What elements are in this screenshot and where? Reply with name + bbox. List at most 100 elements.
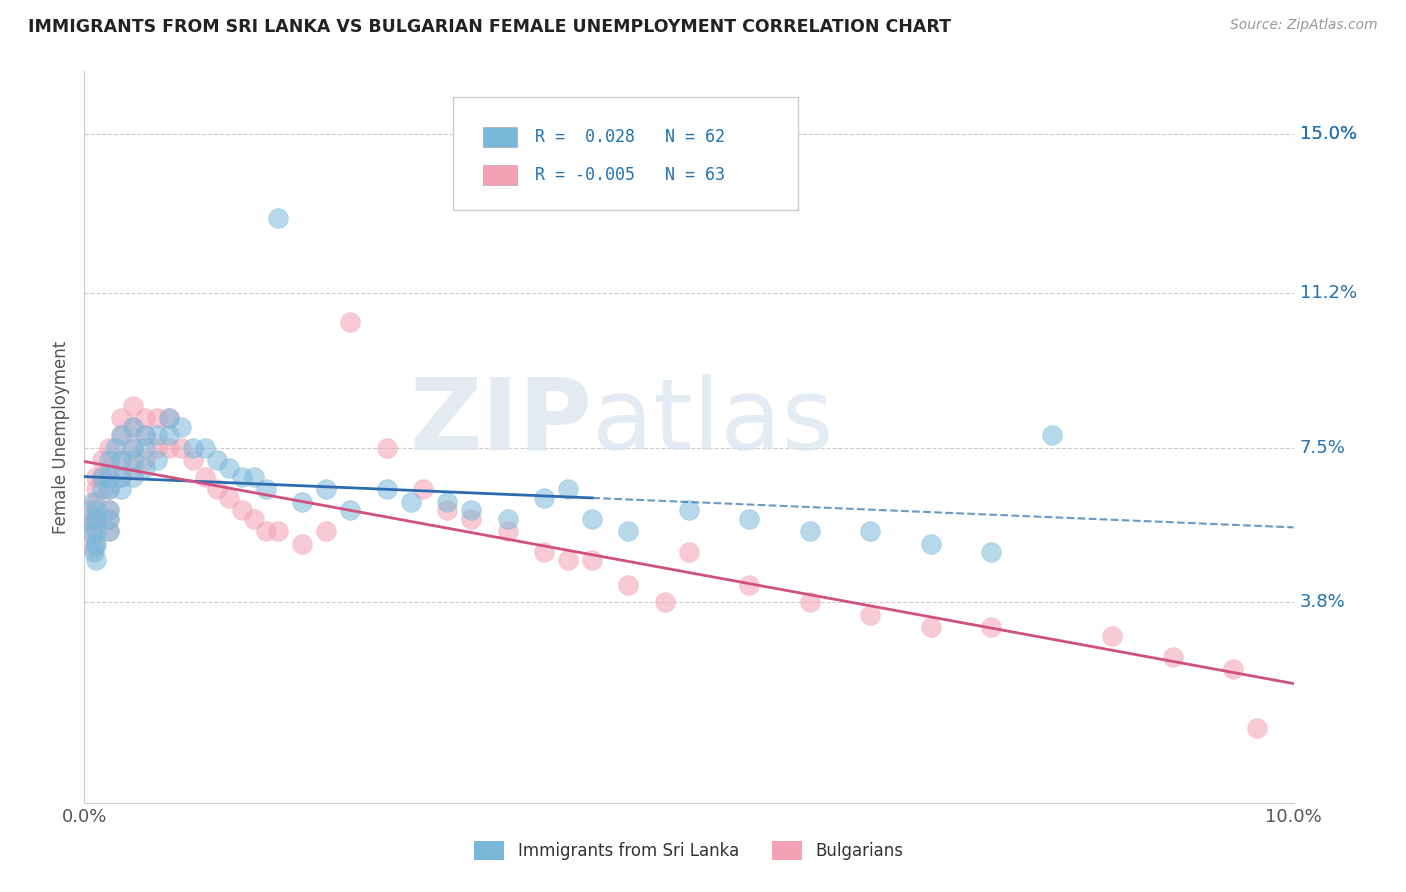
Point [678,503,700,517]
Point [1161,649,1184,664]
Point [533,491,555,505]
Point [738,511,761,525]
Point [1246,721,1268,735]
Text: 15.0%: 15.0% [1299,125,1357,143]
Point [121,399,143,413]
Point [654,595,676,609]
Point [980,620,1002,634]
Text: R =  0.028   N = 62: R = 0.028 N = 62 [536,128,725,146]
Point [86,495,108,509]
Point [254,483,277,497]
Point [97,511,120,525]
Point [1101,629,1123,643]
Point [170,441,193,455]
Point [97,524,120,538]
Point [121,441,143,455]
Point [980,545,1002,559]
Point [110,411,132,425]
Point [121,461,143,475]
Point [496,511,519,525]
Point [291,495,314,509]
Point [134,453,156,467]
Text: Source: ZipAtlas.com: Source: ZipAtlas.com [1230,18,1378,32]
Point [315,483,337,497]
Point [110,453,132,467]
Point [194,441,217,455]
Point [339,503,361,517]
Point [134,411,156,425]
Point [207,453,229,467]
Point [86,470,108,484]
FancyBboxPatch shape [453,97,797,211]
FancyBboxPatch shape [484,127,517,147]
Text: 7.5%: 7.5% [1299,439,1346,457]
Point [134,441,156,455]
Point [86,553,108,567]
Point [678,545,700,559]
Point [121,441,143,455]
Point [799,524,821,538]
Point [110,483,132,497]
Point [581,553,603,567]
Point [91,483,114,497]
Point [91,453,114,467]
Y-axis label: Female Unemployment: Female Unemployment [52,341,70,533]
FancyBboxPatch shape [484,165,517,186]
Point [267,524,290,538]
Point [231,503,253,517]
Point [291,536,314,550]
Point [104,441,127,455]
Point [157,411,180,425]
Text: R = -0.005   N = 63: R = -0.005 N = 63 [536,166,725,185]
Point [110,470,132,484]
Point [79,503,101,517]
Point [97,441,120,455]
Point [375,483,398,497]
Point [110,428,132,442]
Legend: Immigrants from Sri Lanka, Bulgarians: Immigrants from Sri Lanka, Bulgarians [474,841,904,860]
Point [146,441,169,455]
Point [242,470,264,484]
Point [157,411,180,425]
Point [267,211,290,225]
Point [339,315,361,329]
Point [496,524,519,538]
Point [146,428,169,442]
Point [617,524,640,538]
Point [242,511,264,525]
Point [207,483,229,497]
Point [859,607,882,622]
Text: 15.0%: 15.0% [1299,125,1357,143]
Text: IMMIGRANTS FROM SRI LANKA VS BULGARIAN FEMALE UNEMPLOYMENT CORRELATION CHART: IMMIGRANTS FROM SRI LANKA VS BULGARIAN F… [28,18,950,36]
Point [91,470,114,484]
Point [86,503,108,517]
Point [86,511,108,525]
Point [82,528,104,542]
Point [91,470,114,484]
Text: atlas: atlas [592,374,834,471]
Point [170,419,193,434]
Point [157,441,180,455]
Point [218,461,240,475]
Point [110,453,132,467]
Point [146,453,169,467]
Point [231,470,253,484]
Point [110,470,132,484]
Point [121,470,143,484]
Point [157,428,180,442]
Text: 11.2%: 11.2% [1299,284,1357,301]
Point [97,511,120,525]
Point [121,419,143,434]
Point [460,511,482,525]
Point [97,503,120,517]
Point [97,453,120,467]
Point [557,553,579,567]
Point [1040,428,1063,442]
Point [97,461,120,475]
Point [254,524,277,538]
Point [412,483,434,497]
Point [97,503,120,517]
Point [218,491,240,505]
Point [134,428,156,442]
Point [315,524,337,538]
